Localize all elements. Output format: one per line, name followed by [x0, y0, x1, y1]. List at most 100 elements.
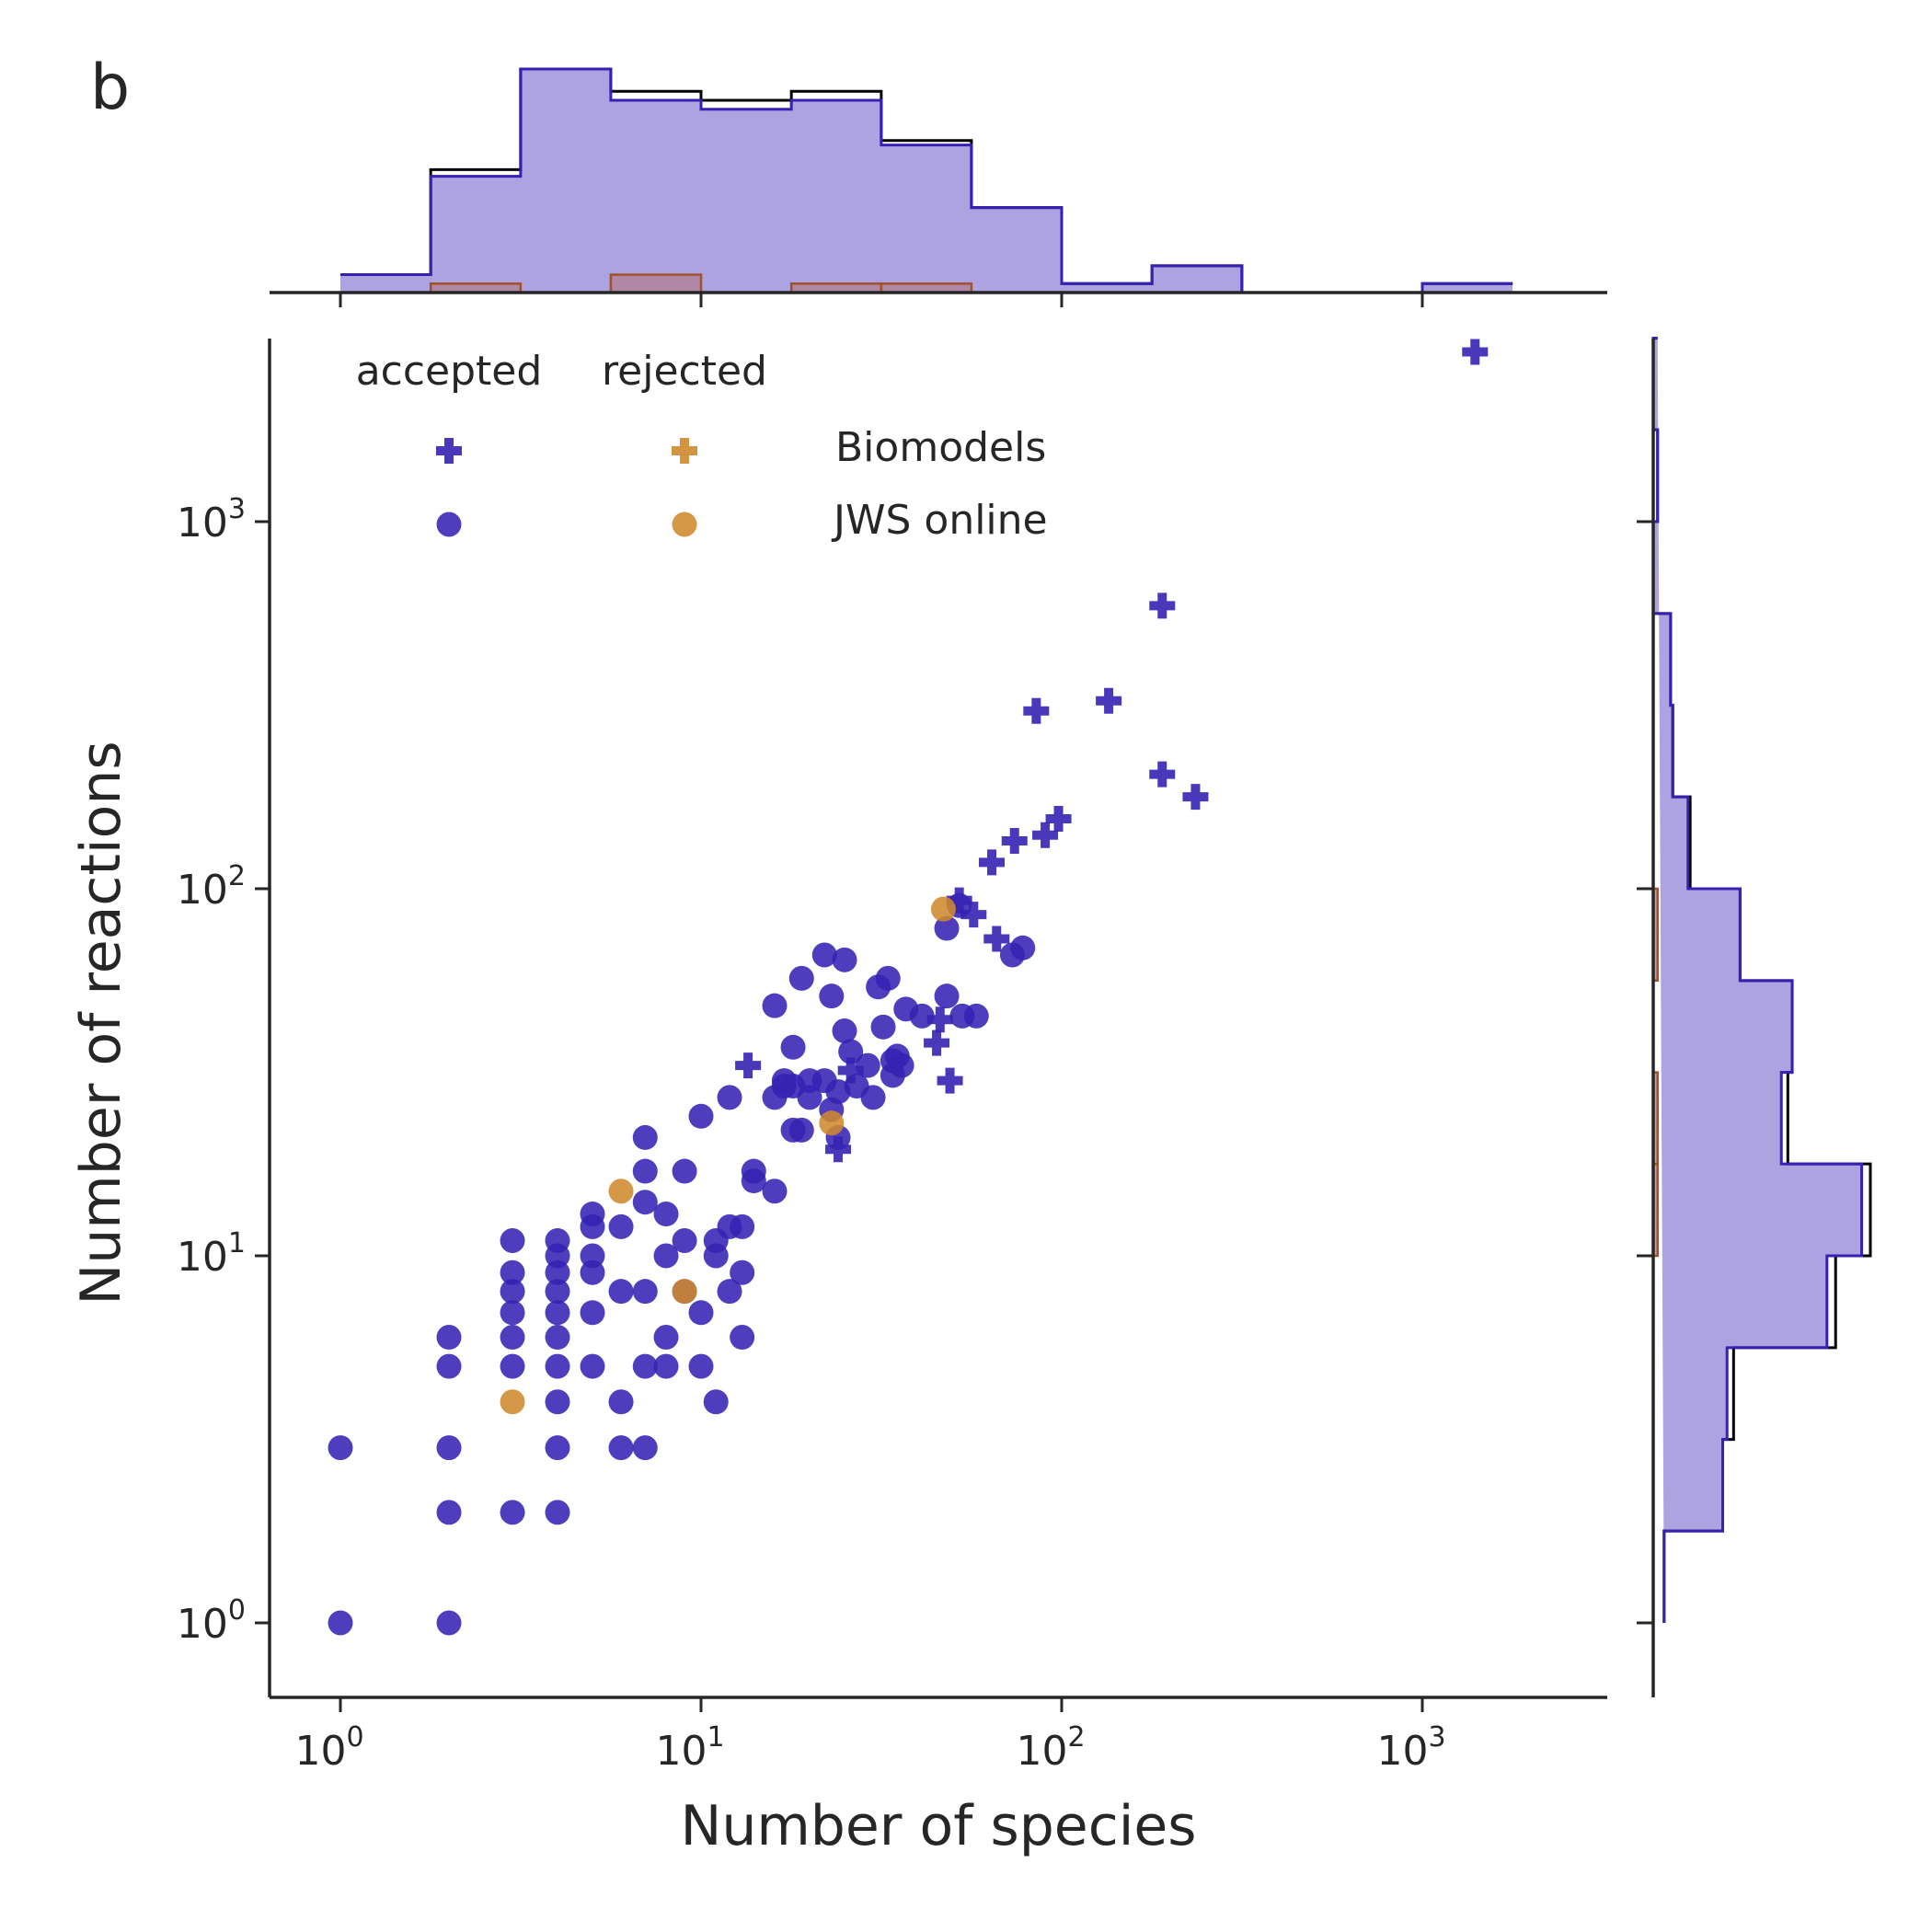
data-point-accepted-jws	[608, 1435, 634, 1461]
data-point-rejected-jws	[672, 1279, 697, 1305]
axes: 100 101 102 103 100 101 102 103	[177, 339, 1607, 1775]
data-point-accepted-jws	[860, 1085, 886, 1110]
data-point-accepted-biomodels	[1096, 687, 1122, 714]
data-point-accepted-jws	[545, 1325, 570, 1351]
data-point-accepted-jws	[838, 1039, 864, 1064]
data-point-accepted-biomodels	[1149, 592, 1176, 619]
legend-header-accepted: accepted	[356, 348, 543, 395]
data-point-accepted-jws	[762, 993, 788, 1018]
data-point-accepted-jws	[436, 1610, 462, 1636]
data-point-accepted-biomodels	[983, 926, 1010, 952]
data-point-accepted-jws	[771, 1068, 797, 1094]
data-point-accepted-jws	[884, 1043, 910, 1069]
data-point-accepted-jws	[653, 1325, 679, 1351]
y-tick-label: 101	[177, 1227, 246, 1281]
x-hist-accepted-fill	[340, 69, 1513, 293]
data-point-accepted-biomodels	[924, 1029, 950, 1056]
legend-label-jws-online: JWS online	[831, 497, 1048, 544]
data-point-accepted-jws	[632, 1435, 658, 1461]
x-hist-rejected-bar	[609, 273, 703, 294]
data-point-accepted-jws	[545, 1500, 570, 1525]
data-point-rejected-jws	[608, 1179, 634, 1204]
data-point-accepted-jws	[500, 1259, 525, 1285]
data-point-accepted-jws	[580, 1243, 605, 1269]
legend-header-rejected: rejected	[602, 348, 767, 395]
y-tick-label: 103	[177, 493, 246, 546]
data-point-accepted-jws	[811, 942, 837, 968]
data-point-accepted-jws	[934, 915, 960, 941]
data-point-accepted-jws	[436, 1353, 462, 1379]
data-point-accepted-jws	[909, 1003, 935, 1029]
x-tick-label: 103	[1376, 1721, 1445, 1775]
x-tick-label: 102	[1016, 1721, 1085, 1775]
data-point-accepted-biomodels	[926, 1006, 953, 1033]
data-point-accepted-jws	[717, 1085, 742, 1110]
marginal-histogram-x	[270, 67, 1607, 307]
data-point-accepted-jws	[436, 1500, 462, 1525]
panel-label: b	[90, 52, 130, 124]
data-point-accepted-jws	[632, 1190, 658, 1215]
data-point-accepted-jws	[730, 1325, 755, 1351]
data-point-accepted-jws	[1010, 935, 1036, 960]
data-point-rejected-jws	[819, 1110, 845, 1136]
data-point-accepted-jws	[730, 1213, 755, 1239]
data-point-accepted-biomodels	[1182, 784, 1209, 811]
data-point-accepted-jws	[500, 1325, 525, 1351]
data-point-accepted-jws	[963, 1003, 989, 1029]
data-point-accepted-biomodels	[1462, 339, 1489, 365]
data-point-accepted-jws	[580, 1353, 605, 1379]
data-point-accepted-jws	[500, 1353, 525, 1379]
data-point-accepted-jws	[934, 983, 960, 1009]
data-point-accepted-jws	[632, 1158, 658, 1184]
marginal-histogram-y	[1637, 337, 1872, 1697]
data-point-accepted-jws	[653, 1202, 679, 1227]
data-point-accepted-jws	[780, 1034, 806, 1060]
data-point-accepted-jws	[797, 1085, 822, 1110]
legend-marker-accepted-jws	[436, 512, 462, 537]
data-point-accepted-jws	[875, 965, 901, 991]
data-point-accepted-jws	[855, 1052, 880, 1078]
data-point-accepted-jws	[688, 1103, 714, 1129]
data-point-rejected-jws	[930, 896, 956, 922]
data-point-accepted-jws	[788, 1117, 814, 1143]
data-point-accepted-jws	[500, 1500, 525, 1525]
x-tick-label: 101	[655, 1721, 724, 1775]
data-point-accepted-jws	[741, 1158, 766, 1184]
y-tick-label: 102	[177, 860, 246, 914]
data-point-accepted-jws	[545, 1279, 570, 1305]
data-point-accepted-jws	[545, 1353, 570, 1379]
data-point-accepted-jws	[672, 1158, 697, 1184]
data-point-accepted-jws	[328, 1435, 353, 1461]
data-point-accepted-jws	[328, 1610, 353, 1636]
data-point-accepted-jws	[632, 1279, 658, 1305]
data-point-accepted-jws	[832, 947, 857, 972]
data-point-rejected-jws	[500, 1389, 525, 1415]
data-point-accepted-biomodels	[837, 1057, 864, 1084]
x-axis-label: Number of species	[680, 1794, 1196, 1858]
scatter-points	[328, 339, 1489, 1636]
data-point-accepted-jws	[436, 1325, 462, 1351]
data-point-accepted-biomodels	[937, 1067, 963, 1094]
data-point-accepted-jws	[703, 1389, 729, 1415]
data-point-accepted-jws	[608, 1279, 634, 1305]
data-point-accepted-jws	[500, 1300, 525, 1326]
legend-marker-accepted-biomodels	[436, 438, 462, 464]
legend-label-biomodels: Biomodels	[835, 424, 1046, 471]
data-point-accepted-jws	[500, 1279, 525, 1305]
data-point-accepted-jws	[608, 1213, 634, 1239]
y-hist-accepted-fill	[1653, 338, 1862, 1623]
data-point-accepted-jws	[870, 1014, 896, 1040]
data-point-accepted-jws	[436, 1435, 462, 1461]
scatter-plot-area: 100 101 102 103 100 101 102 103	[177, 339, 1607, 1775]
data-point-accepted-jws	[788, 965, 814, 991]
data-point-accepted-jws	[608, 1389, 634, 1415]
data-point-accepted-jws	[672, 1227, 697, 1253]
data-point-accepted-jws	[688, 1300, 714, 1326]
data-point-accepted-biomodels	[1032, 822, 1059, 848]
data-point-accepted-jws	[653, 1353, 679, 1379]
data-point-accepted-jws	[545, 1435, 570, 1461]
legend-marker-rejected-biomodels	[672, 438, 697, 464]
y-tick-label: 100	[177, 1594, 246, 1648]
data-point-accepted-jws	[545, 1300, 570, 1326]
